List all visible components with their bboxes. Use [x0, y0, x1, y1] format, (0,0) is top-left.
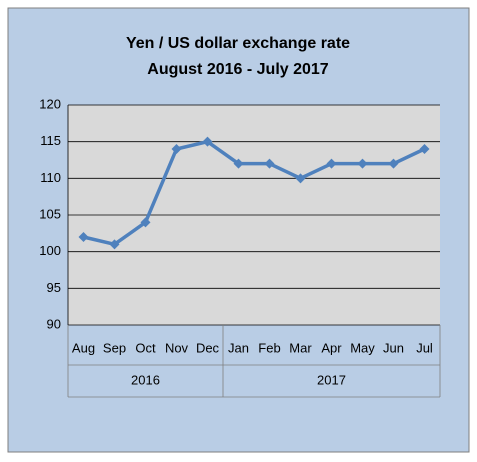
marker	[326, 158, 337, 169]
marker	[419, 144, 430, 154]
x-tick-label: Feb	[258, 340, 280, 355]
x-tick-label: Jul	[416, 340, 433, 355]
chart-title: Yen / US dollar exchange rate	[126, 35, 350, 52]
x-tick-label: Sep	[103, 340, 126, 355]
group-label: 2017	[317, 372, 346, 387]
marker	[109, 239, 120, 250]
group-label: 2016	[131, 372, 160, 387]
x-tick-label: Jun	[383, 340, 404, 355]
y-tick-label: 90	[47, 316, 61, 331]
x-tick-label: Jan	[228, 340, 249, 355]
y-tick-label: 100	[39, 243, 61, 258]
y-tick-label: 120	[39, 96, 61, 111]
marker	[357, 158, 368, 169]
marker	[388, 158, 399, 169]
x-tick-label: Nov	[165, 340, 189, 355]
marker	[264, 158, 275, 169]
marker	[233, 158, 244, 169]
marker	[295, 173, 306, 184]
marker	[171, 144, 182, 154]
marker	[140, 217, 151, 228]
x-tick-label: Aug	[72, 340, 95, 355]
y-tick-label: 95	[47, 280, 61, 295]
line	[83, 139, 426, 247]
x-tick-label: Oct	[135, 340, 156, 355]
chart-subtitle: August 2016 - July 2017	[147, 61, 329, 78]
marker	[78, 232, 89, 242]
x-tick-label: Apr	[321, 340, 342, 355]
y-tick-label: 115	[40, 133, 61, 148]
y-tick-label: 110	[40, 170, 61, 185]
x-tick-label: Dec	[196, 340, 220, 355]
marker	[202, 136, 213, 147]
y-tick-label: 105	[39, 206, 61, 221]
x-tick-label: Mar	[289, 340, 312, 355]
x-tick-label: May	[350, 340, 375, 355]
